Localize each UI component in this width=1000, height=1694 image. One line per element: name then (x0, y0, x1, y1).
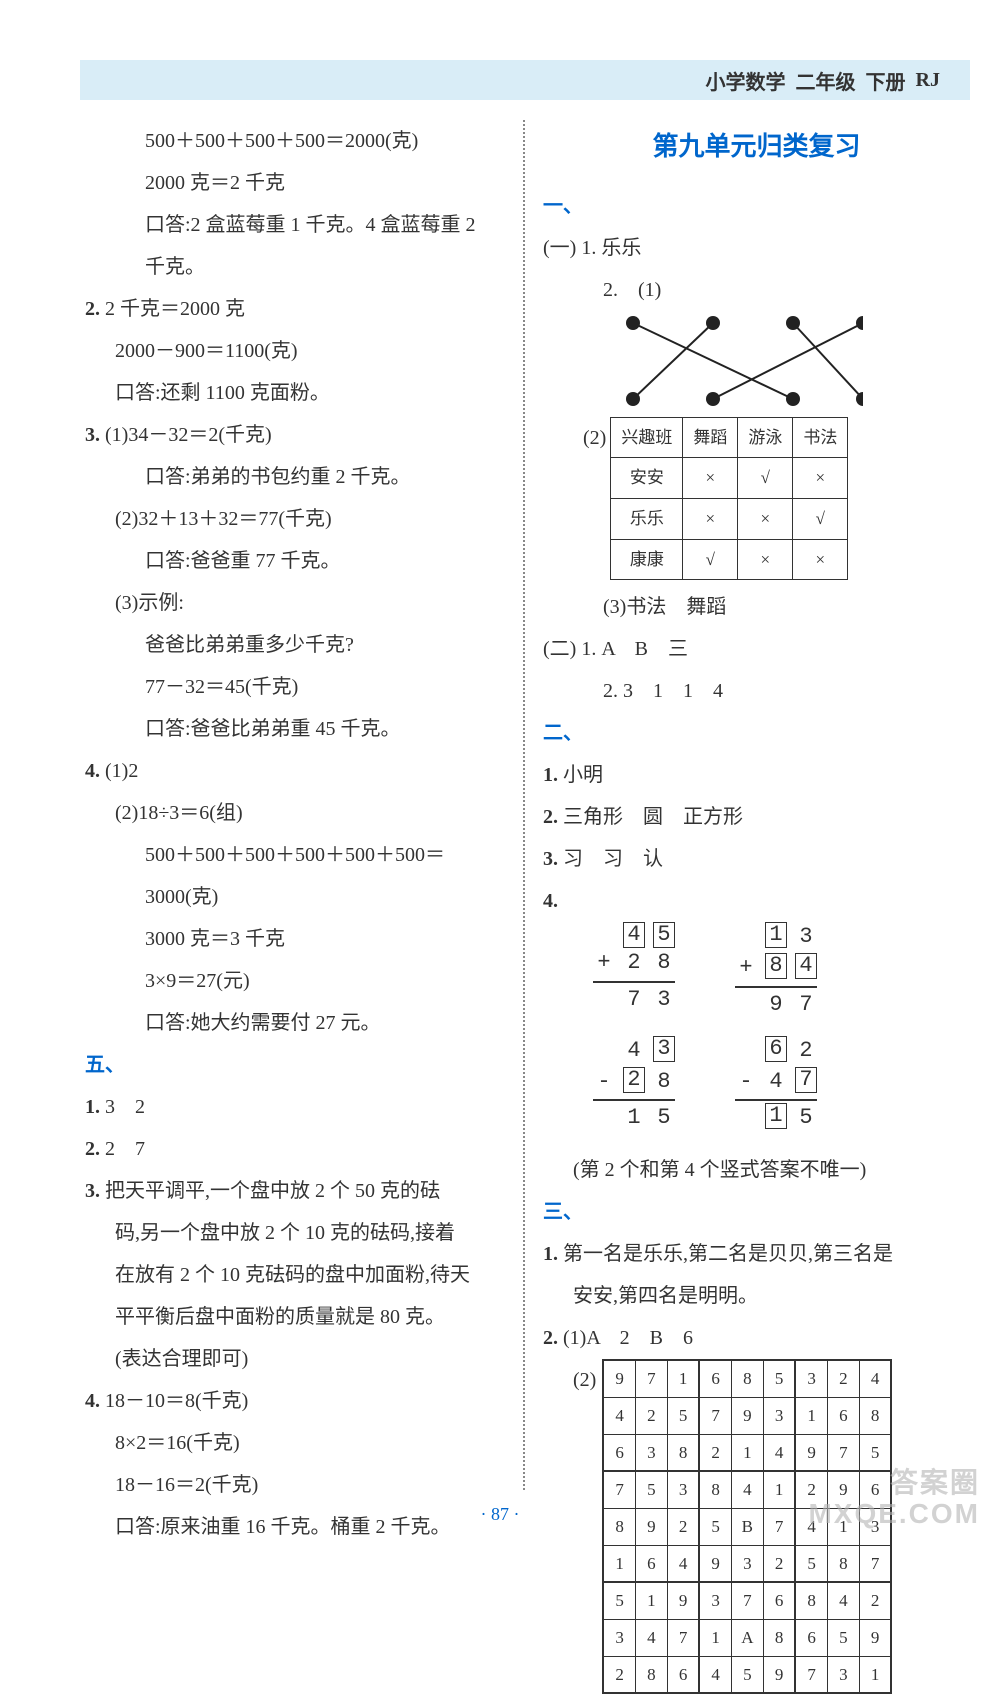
num: 2. (543, 1327, 558, 1349)
txt: 3000(克) (85, 876, 500, 918)
txt: 18－10＝8(千克) (105, 1390, 248, 1412)
txt: 18－16＝2(千克) (85, 1464, 500, 1506)
num: 1. (543, 1243, 558, 1265)
txt: 平平衡后盘中面粉的质量就是 80 克。 (85, 1296, 500, 1338)
txt: 在放有 2 个 10 克砝码的盘中加面粉,待天 (85, 1254, 500, 1296)
num: 4. (543, 890, 558, 912)
txt: 码,另一个盘中放 2 个 10 克的砝码,接着 (85, 1212, 500, 1254)
txt: 3×9＝27(元) (85, 960, 500, 1002)
label: 2. (603, 680, 618, 702)
arith-row-1: 45+287313+8497 (593, 922, 970, 1020)
txt: 口答:弟弟的书包约重 2 千克。 (85, 456, 500, 498)
content: 500＋500＋500＋500＝2000(克) 2000 克＝2 千克 口答:2… (85, 120, 970, 1490)
note: (第 2 个和第 4 个竖式答案不唯一) (543, 1149, 970, 1191)
label: (一) 1. (543, 237, 596, 259)
txt: 三角形 圆 正方形 (563, 806, 743, 828)
label: (二) 1. (543, 638, 596, 660)
header-grade: 二年级 (796, 66, 856, 95)
txt: (1)34－32＝2(千克) (105, 424, 272, 446)
txt: 把天平调平,一个盘中放 2 个 50 克的砝 (105, 1180, 440, 1202)
unit-title: 第九单元归类复习 (543, 120, 970, 175)
num: 2. (85, 298, 100, 320)
label: (2) (543, 1359, 596, 1401)
txt: 8×2＝16(千克) (85, 1422, 500, 1464)
txt: 口答:2 盒蓝莓重 1 千克。4 盒蓝莓重 2 (85, 204, 500, 246)
right-column: 第九单元归类复习 一、 (一) 1. 乐乐 2. (1) (2) 兴趣班舞蹈游泳… (533, 120, 970, 1490)
txt: (表达合理即可) (85, 1338, 500, 1380)
txt: 口答:还剩 1100 克面粉。 (85, 372, 500, 414)
txt: 口答:爸爸重 77 千克。 (85, 540, 500, 582)
txt: 口答:她大约需要付 27 元。 (85, 1002, 500, 1044)
txt: (3)示例: (85, 582, 500, 624)
txt: 口答:爸爸比弟弟重 45 千克。 (85, 708, 500, 750)
column-divider (523, 120, 525, 1490)
wm2: MXQE.COM (808, 1498, 980, 1529)
section-1: 一、 (543, 185, 970, 227)
txt: 3000 克＝3 千克 (85, 918, 500, 960)
matching-diagram (603, 311, 863, 411)
header-bar: 小学数学 二年级 下册 RJ (80, 60, 970, 100)
header-volume: 下册 (866, 66, 906, 95)
txt: 2 千克＝2000 克 (105, 298, 245, 320)
txt: 3 1 1 4 (623, 680, 723, 702)
wm1: 答案圈 (890, 1467, 980, 1498)
num: 3. (85, 1180, 100, 1202)
txt: 77－32＝45(千克) (85, 666, 500, 708)
label: 2. (1) (543, 269, 970, 311)
txt: 2000－900＝1100(克) (85, 330, 500, 372)
txt: A B 三 (601, 638, 688, 660)
txt: (1)A 2 B 6 (563, 1327, 693, 1349)
num: 2. (85, 1138, 100, 1160)
section-2: 二、 (543, 712, 970, 754)
num: 4. (85, 1390, 100, 1412)
txt: 500＋500＋500＋500＋500＋500＝ (85, 834, 500, 876)
txt: 千克。 (85, 246, 500, 288)
header-edition: RJ (916, 69, 940, 92)
section-5: 五、 (85, 1044, 500, 1086)
txt: 习 习 认 (563, 848, 663, 870)
txt: (2)32＋13＋32＝77(千克) (85, 498, 500, 540)
txt: (1)2 (105, 760, 138, 782)
header-subject: 小学数学 (706, 66, 786, 95)
txt: 500＋500＋500＋500＝2000(克) (85, 120, 500, 162)
txt: 2000 克＝2 千克 (85, 162, 500, 204)
num: 2. (543, 806, 558, 828)
txt: 3 2 (105, 1096, 145, 1118)
watermark: 答案圈 MXQE.COM (808, 1468, 980, 1530)
tbl-label: (2) (583, 417, 606, 459)
arith-row-2: 43-281562-4715 (593, 1036, 970, 1134)
txt: 2 7 (105, 1138, 145, 1160)
txt: 乐乐 (601, 237, 641, 259)
num: 3. (543, 848, 558, 870)
interest-table: 兴趣班舞蹈游泳书法安安×√×乐乐××√康康√×× (610, 417, 848, 581)
txt: 小明 (563, 764, 603, 786)
num: 3. (85, 424, 100, 446)
num: 4. (85, 760, 100, 782)
left-column: 500＋500＋500＋500＝2000(克) 2000 克＝2 千克 口答:2… (85, 120, 515, 1490)
txt: 安安,第四名是明明。 (543, 1275, 970, 1317)
txt: 第一名是乐乐,第二名是贝贝,第三名是 (563, 1243, 893, 1265)
txt: (3)书法 舞蹈 (543, 586, 970, 628)
txt: 爸爸比弟弟重多少千克? (85, 624, 500, 666)
num: 1. (85, 1096, 100, 1118)
section-3: 三、 (543, 1191, 970, 1233)
num: 1. (543, 764, 558, 786)
txt: (2)18÷3＝6(组) (85, 792, 500, 834)
